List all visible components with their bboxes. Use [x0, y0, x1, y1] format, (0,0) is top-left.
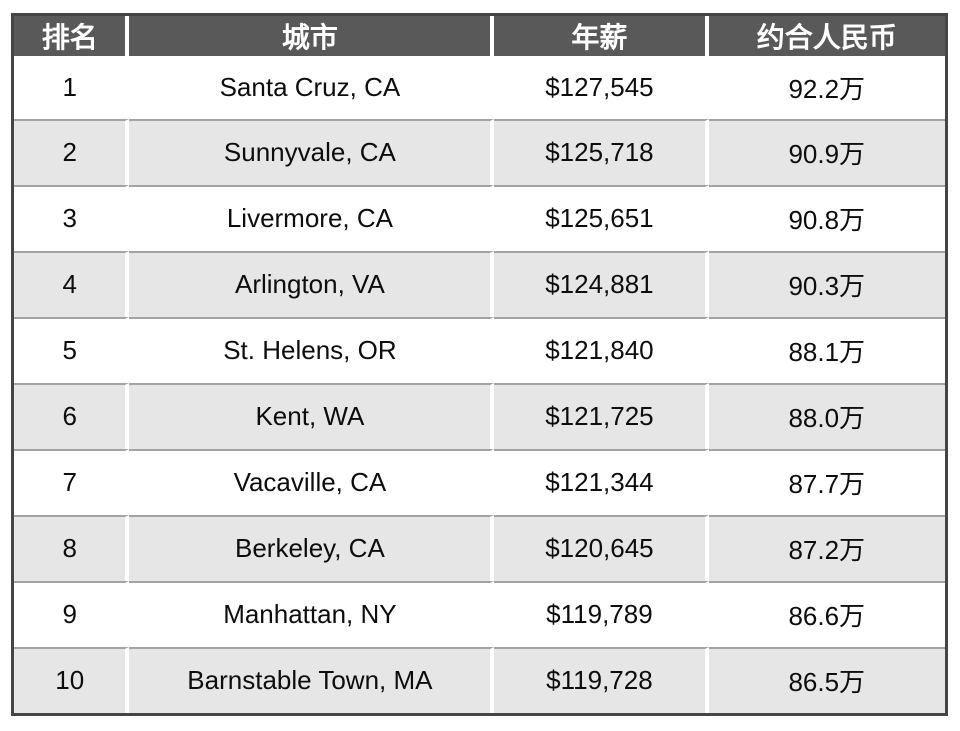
cell-city: Arlington, VA — [129, 250, 495, 317]
cell-rmb: 86.5万 — [708, 646, 945, 713]
cell-rmb: 90.8万 — [708, 184, 945, 251]
table-row: 9 Manhattan, NY $119,789 86.6万 — [14, 580, 945, 647]
table-row: 4 Arlington, VA $124,881 90.3万 — [14, 250, 945, 317]
cell-city: Berkeley, CA — [129, 514, 495, 581]
cell-city: Livermore, CA — [129, 184, 495, 251]
column-header-city: 城市 — [129, 16, 495, 56]
table-row: 3 Livermore, CA $125,651 90.8万 — [14, 184, 945, 251]
table-row: 2 Sunnyvale, CA $125,718 90.9万 — [14, 118, 945, 185]
cell-rmb: 87.2万 — [708, 514, 945, 581]
cell-rank: 9 — [14, 580, 130, 647]
cell-rmb: 88.0万 — [708, 382, 945, 449]
cell-rmb: 88.1万 — [708, 316, 945, 383]
cell-rank: 6 — [14, 382, 130, 449]
cell-rank: 2 — [14, 118, 130, 185]
table-row: 6 Kent, WA $121,725 88.0万 — [14, 382, 945, 449]
cell-salary: $120,645 — [494, 514, 709, 581]
cell-city: Barnstable Town, MA — [129, 646, 495, 713]
cell-rank: 8 — [14, 514, 130, 581]
cell-rank: 3 — [14, 184, 130, 251]
table-row: 8 Berkeley, CA $120,645 87.2万 — [14, 514, 945, 581]
cell-salary: $121,344 — [494, 448, 709, 515]
cell-salary: $124,881 — [494, 250, 709, 317]
cell-salary: $121,840 — [494, 316, 709, 383]
cell-rmb: 90.3万 — [708, 250, 945, 317]
header-row: 排名 城市 年薪 约合人民币 — [14, 16, 945, 56]
table-row: 7 Vacaville, CA $121,344 87.7万 — [14, 448, 945, 515]
cell-city: Santa Cruz, CA — [129, 56, 495, 119]
cell-rank: 1 — [14, 56, 130, 119]
column-header-rank: 排名 — [14, 16, 130, 56]
cell-rank: 5 — [14, 316, 130, 383]
salary-ranking-table: 排名 城市 年薪 约合人民币 1 Santa Cruz, CA $127,545… — [11, 13, 948, 716]
cell-city: Manhattan, NY — [129, 580, 495, 647]
cell-rmb: 87.7万 — [708, 448, 945, 515]
table-row: 5 St. Helens, OR $121,840 88.1万 — [14, 316, 945, 383]
cell-salary: $125,718 — [494, 118, 709, 185]
cell-rmb: 90.9万 — [708, 118, 945, 185]
table-row: 1 Santa Cruz, CA $127,545 92.2万 — [14, 56, 945, 119]
cell-salary: $125,651 — [494, 184, 709, 251]
table-row: 10 Barnstable Town, MA $119,728 86.5万 — [14, 646, 945, 713]
cell-salary: $127,545 — [494, 56, 709, 119]
cell-rank: 10 — [14, 646, 130, 713]
cell-city: Vacaville, CA — [129, 448, 495, 515]
salary-ranking-table-container: 排名 城市 年薪 约合人民币 1 Santa Cruz, CA $127,545… — [11, 13, 948, 716]
column-header-salary: 年薪 — [494, 16, 709, 56]
cell-rank: 4 — [14, 250, 130, 317]
cell-city: St. Helens, OR — [129, 316, 495, 383]
cell-rank: 7 — [14, 448, 130, 515]
cell-city: Kent, WA — [129, 382, 495, 449]
cell-salary: $119,728 — [494, 646, 709, 713]
cell-salary: $119,789 — [494, 580, 709, 647]
cell-salary: $121,725 — [494, 382, 709, 449]
column-header-rmb: 约合人民币 — [708, 16, 945, 56]
cell-rmb: 86.6万 — [708, 580, 945, 647]
cell-rmb: 92.2万 — [708, 56, 945, 119]
cell-city: Sunnyvale, CA — [129, 118, 495, 185]
